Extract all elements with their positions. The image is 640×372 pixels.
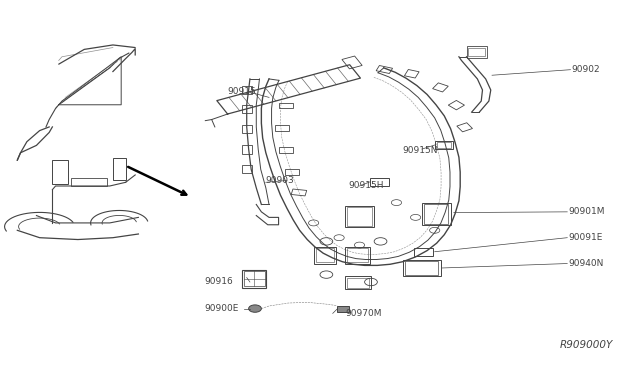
Text: 90900E: 90900E: [204, 304, 239, 314]
Text: 90902: 90902: [572, 65, 600, 74]
Bar: [433, 83, 448, 92]
Bar: [414, 248, 433, 256]
Bar: [243, 125, 252, 133]
Bar: [404, 261, 438, 275]
Bar: [346, 247, 370, 263]
Bar: [404, 70, 419, 78]
Bar: [342, 56, 362, 69]
Bar: [424, 205, 448, 224]
Bar: [448, 100, 465, 110]
Text: 90901M: 90901M: [568, 207, 605, 217]
Bar: [457, 123, 472, 132]
Bar: [348, 278, 369, 288]
Bar: [467, 46, 487, 58]
Text: 90915: 90915: [228, 87, 257, 96]
Bar: [436, 142, 451, 148]
Bar: [52, 160, 68, 184]
Bar: [243, 164, 252, 173]
Circle shape: [248, 305, 261, 312]
Bar: [291, 189, 307, 196]
Bar: [243, 270, 266, 288]
Bar: [376, 65, 392, 74]
Bar: [468, 48, 485, 57]
Text: 90915N: 90915N: [403, 147, 438, 155]
Bar: [243, 86, 252, 94]
Bar: [346, 276, 371, 289]
Bar: [278, 147, 292, 153]
Text: R909000Y: R909000Y: [560, 340, 613, 350]
Bar: [314, 247, 336, 263]
Bar: [278, 103, 292, 109]
Bar: [348, 248, 368, 262]
Text: 90915H: 90915H: [349, 182, 384, 190]
Bar: [370, 178, 389, 186]
Bar: [243, 145, 252, 154]
Bar: [422, 203, 451, 225]
Text: 90916: 90916: [204, 278, 233, 286]
Bar: [244, 271, 264, 286]
Text: 90970M: 90970M: [346, 309, 382, 318]
Bar: [285, 169, 299, 175]
Bar: [337, 306, 349, 312]
Bar: [346, 206, 374, 227]
Bar: [316, 248, 334, 262]
Bar: [275, 125, 289, 131]
Bar: [435, 141, 452, 149]
Text: 90940N: 90940N: [568, 259, 604, 268]
Text: 90091E: 90091E: [568, 233, 603, 242]
Bar: [72, 178, 106, 186]
Bar: [403, 260, 441, 276]
Bar: [348, 208, 372, 225]
Bar: [243, 105, 252, 113]
Bar: [113, 158, 125, 180]
Text: 90903: 90903: [266, 176, 294, 185]
